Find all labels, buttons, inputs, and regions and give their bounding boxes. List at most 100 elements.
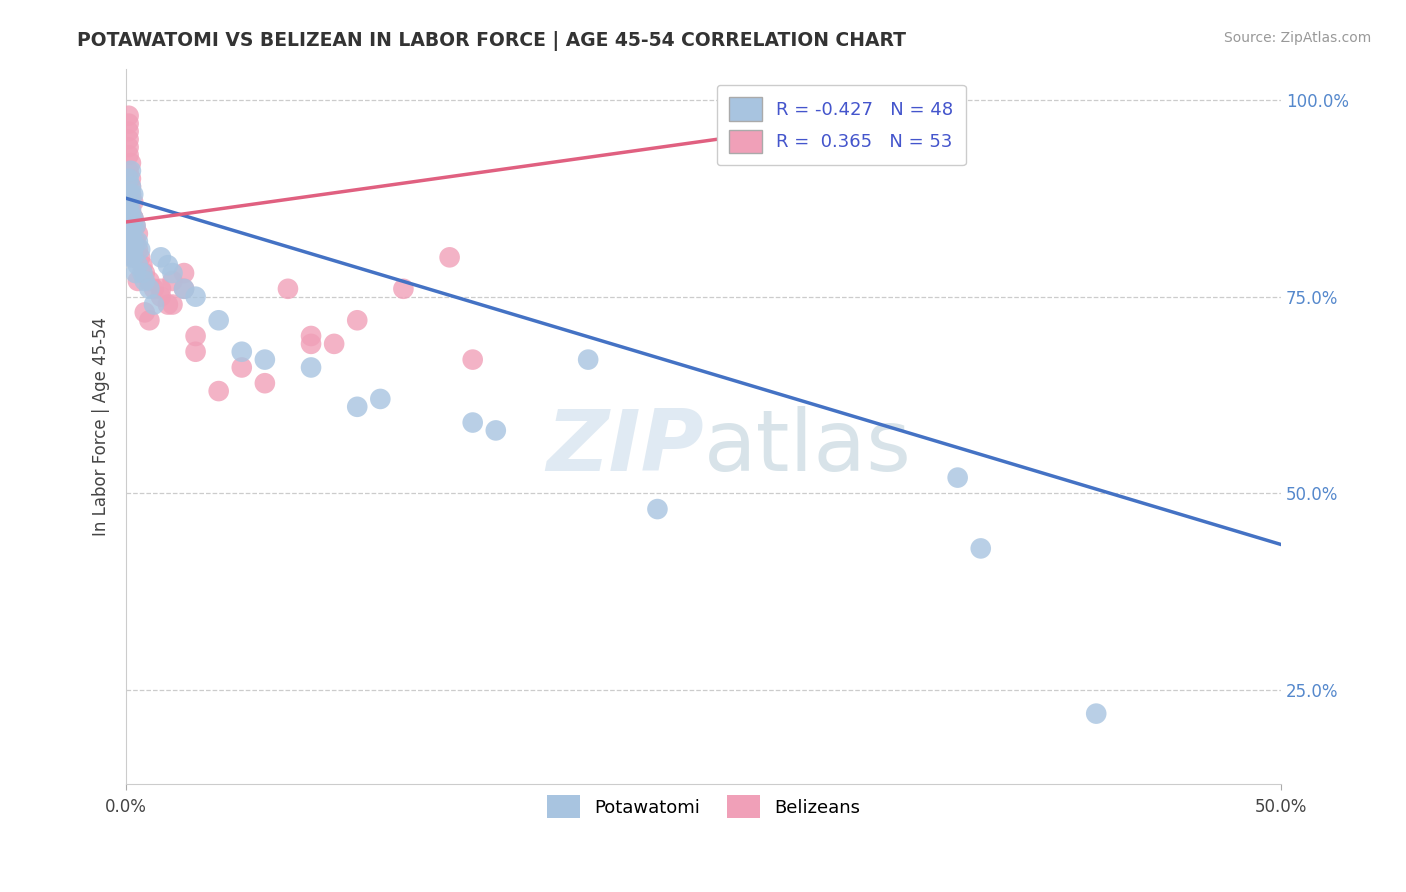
Point (117, 171, 139, 186)
Point (120, 243, 142, 257)
Point (127, 235, 149, 249)
Point (162, 266, 184, 280)
Point (173, 282, 195, 296)
Point (117, 227, 139, 241)
Point (122, 235, 145, 249)
Point (127, 274, 149, 288)
Point (138, 274, 160, 288)
Point (208, 384, 231, 398)
Point (122, 211, 145, 225)
Point (323, 337, 346, 351)
Point (122, 250, 145, 264)
Point (143, 282, 166, 296)
Point (576, 352, 599, 367)
Point (117, 148, 139, 162)
Point (946, 470, 969, 484)
Point (131, 266, 153, 280)
Point (117, 117, 139, 131)
Point (162, 297, 184, 311)
Point (156, 258, 179, 272)
Point (156, 297, 179, 311)
Point (346, 400, 368, 414)
Point (461, 352, 484, 367)
Point (173, 266, 195, 280)
Point (184, 329, 207, 343)
Point (120, 203, 142, 218)
Point (124, 266, 146, 280)
Point (120, 163, 142, 178)
Point (122, 211, 145, 225)
Point (143, 297, 166, 311)
Point (117, 235, 139, 249)
Point (120, 227, 142, 241)
Point (117, 109, 139, 123)
Point (439, 250, 461, 264)
Point (129, 250, 152, 264)
Point (127, 227, 149, 241)
Point (138, 282, 160, 296)
Point (461, 416, 484, 430)
Point (134, 305, 156, 319)
Point (120, 179, 142, 194)
Text: ZIP: ZIP (546, 407, 703, 490)
Point (120, 171, 142, 186)
Point (231, 360, 253, 375)
Point (173, 282, 195, 296)
Point (253, 352, 276, 367)
Text: POTAWATOMI VS BELIZEAN IN LABOR FORCE | AGE 45-54 CORRELATION CHART: POTAWATOMI VS BELIZEAN IN LABOR FORCE | … (77, 31, 907, 51)
Point (122, 235, 145, 249)
Point (299, 360, 322, 375)
Point (392, 282, 415, 296)
Point (120, 179, 142, 194)
Point (117, 203, 139, 218)
Point (122, 219, 145, 233)
Text: Source: ZipAtlas.com: Source: ZipAtlas.com (1223, 31, 1371, 45)
Point (485, 424, 508, 438)
Point (117, 140, 139, 154)
Point (970, 541, 993, 556)
Point (124, 235, 146, 249)
Point (117, 132, 139, 146)
Point (122, 250, 145, 264)
Point (149, 290, 172, 304)
Point (122, 195, 145, 210)
Point (299, 329, 322, 343)
Point (120, 219, 142, 233)
Point (122, 211, 145, 225)
Point (117, 163, 139, 178)
Legend: Potawatomi, Belizeans: Potawatomi, Belizeans (540, 788, 868, 825)
Point (124, 219, 146, 233)
Point (299, 337, 322, 351)
Point (184, 290, 207, 304)
Point (138, 313, 160, 327)
Point (120, 250, 142, 264)
Point (124, 219, 146, 233)
Point (127, 243, 149, 257)
Text: atlas: atlas (703, 407, 911, 490)
Point (122, 187, 145, 202)
Point (117, 124, 139, 138)
Point (120, 187, 142, 202)
Point (120, 203, 142, 218)
Point (647, 502, 669, 516)
Point (1085, 706, 1108, 721)
Point (149, 250, 172, 264)
Point (120, 219, 142, 233)
Point (162, 274, 184, 288)
Y-axis label: In Labor Force | Age 45-54: In Labor Force | Age 45-54 (93, 317, 110, 536)
Point (120, 156, 142, 170)
Point (231, 344, 253, 359)
Point (120, 211, 142, 225)
Point (120, 187, 142, 202)
Point (120, 227, 142, 241)
Point (127, 258, 149, 272)
Point (277, 282, 299, 296)
Point (370, 392, 392, 406)
Point (184, 344, 207, 359)
Point (117, 203, 139, 218)
Point (117, 195, 139, 210)
Point (129, 243, 152, 257)
Point (122, 243, 145, 257)
Point (117, 195, 139, 210)
Point (346, 313, 368, 327)
